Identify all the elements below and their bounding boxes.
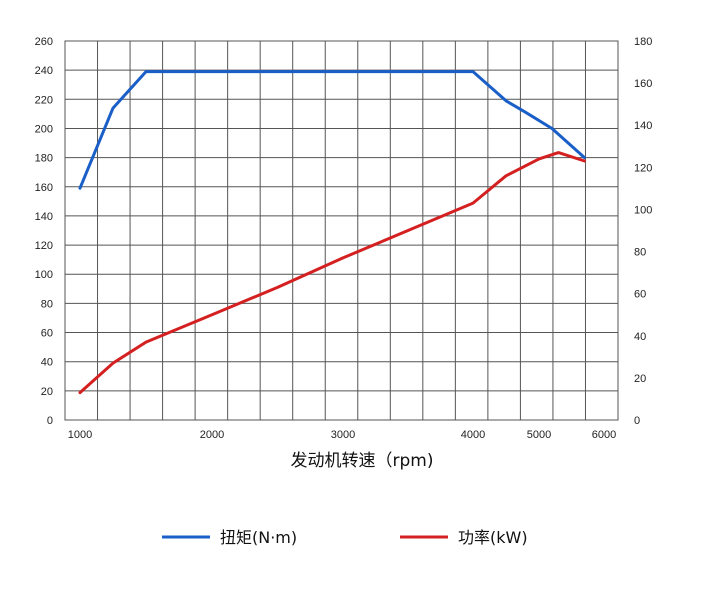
left-tick-label: 260 (35, 36, 53, 48)
right-tick-label: 0 (634, 415, 640, 427)
series-layer (78, 70, 586, 395)
left-tick-label: 220 (35, 94, 53, 106)
right-axis-ticks: 0 20 40 60 80 100 120 140 160 180 (634, 36, 652, 427)
power-line (78, 151, 586, 395)
right-tick-label: 80 (634, 247, 646, 259)
x-tick-label: 5000 (527, 429, 551, 441)
left-tick-label: 80 (41, 298, 53, 310)
right-tick-label: 60 (634, 289, 646, 301)
legend-label: 功率(kW) (458, 528, 528, 547)
x-tick-label: 3000 (331, 429, 355, 441)
grid (64, 40, 619, 421)
x-tick-label: 2000 (200, 429, 224, 441)
legend-label: 扭矩(N·m) (220, 528, 297, 547)
left-tick-label: 40 (41, 357, 53, 369)
right-tick-label: 140 (634, 120, 652, 132)
x-tick-label: 6000 (592, 429, 616, 441)
right-tick-label: 100 (634, 204, 652, 216)
plot-frame (64, 40, 619, 421)
torque-line (78, 70, 586, 190)
legend: 扭矩(N·m) 功率(kW) (162, 528, 528, 547)
x-axis-ticks: 1000 2000 3000 4000 5000 6000 (68, 429, 616, 441)
left-tick-label: 140 (35, 211, 53, 223)
left-tick-label: 0 (47, 415, 53, 427)
x-axis-label: 发动机转速（rpm) (291, 451, 434, 471)
left-tick-label: 240 (35, 65, 53, 77)
left-tick-label: 60 (41, 328, 53, 340)
left-tick-label: 160 (35, 182, 53, 194)
left-axis-ticks: 0 20 40 60 80 100 120 140 160 180 200 220 240 260 (35, 36, 53, 427)
left-tick-label: 20 (41, 386, 53, 398)
x-tick-label: 4000 (461, 429, 485, 441)
left-tick-label: 180 (35, 153, 53, 165)
right-tick-label: 160 (634, 78, 652, 90)
x-tick-label: 1000 (68, 429, 92, 441)
left-tick-label: 120 (35, 240, 53, 252)
left-tick-label: 100 (35, 269, 53, 281)
right-tick-label: 20 (634, 373, 646, 385)
left-tick-label: 200 (35, 123, 53, 135)
right-tick-label: 180 (634, 36, 652, 48)
right-tick-label: 40 (634, 331, 646, 343)
right-tick-label: 120 (634, 162, 652, 174)
